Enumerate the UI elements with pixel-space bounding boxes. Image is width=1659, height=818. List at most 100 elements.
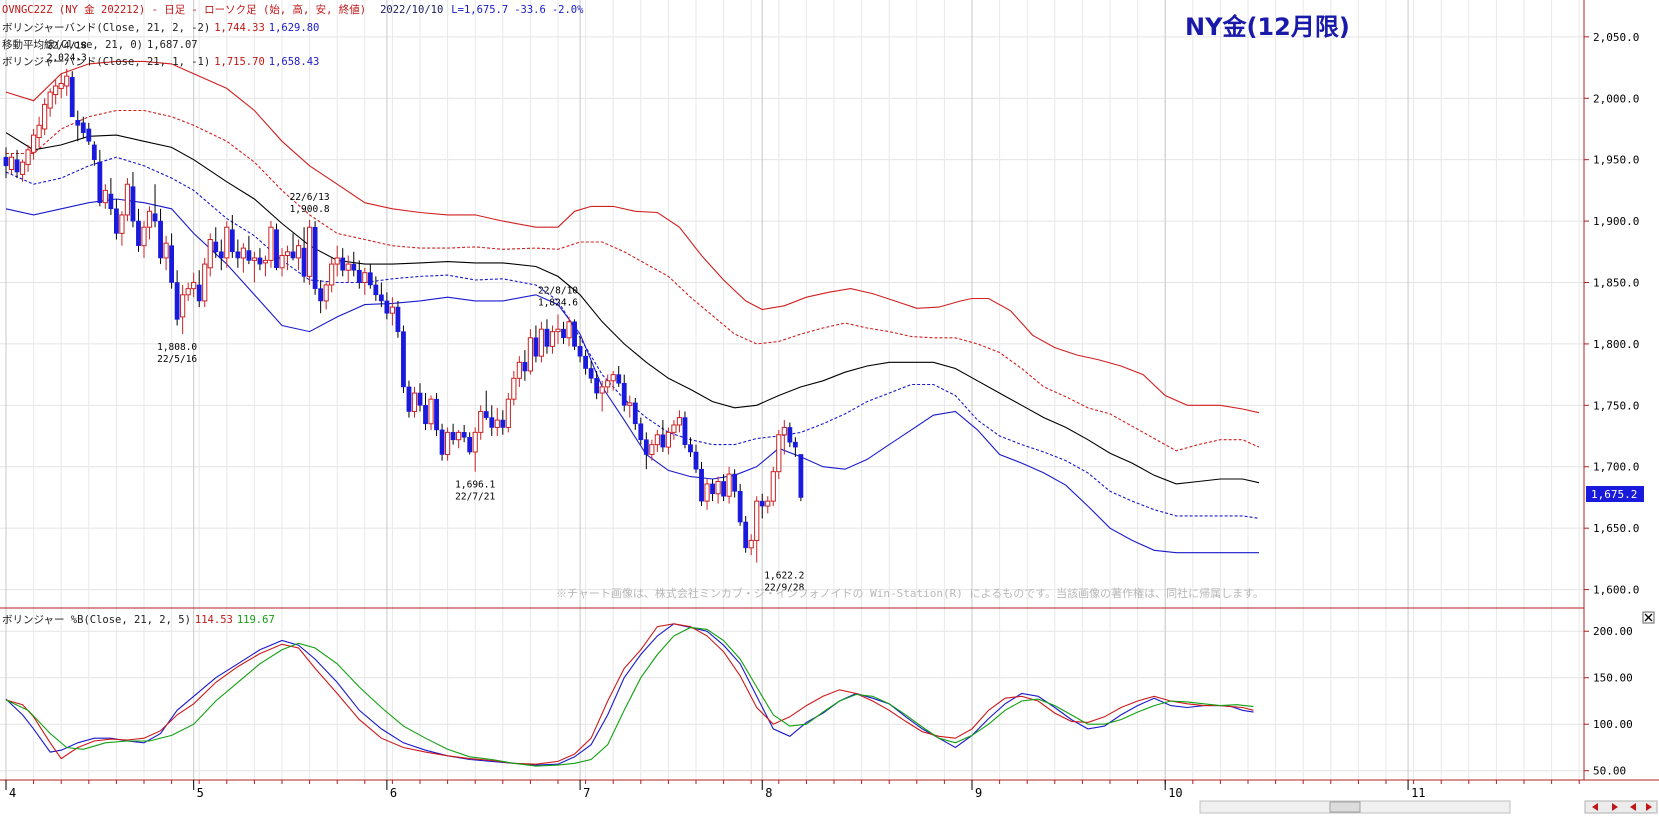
candle-body-down [312, 226, 318, 289]
annotation-label: 1,824.6 [538, 298, 578, 309]
pctb-green-line [5, 626, 1254, 767]
candle-body-down [246, 250, 252, 261]
candle-body-down [737, 491, 743, 523]
month-tick-label: 11 [1411, 786, 1425, 800]
copyright-notice: ※チャート画像は、株式会社ミンカブ・ジ・インフォノイドの Win-Station… [556, 586, 1264, 600]
candle-body-down [378, 294, 384, 302]
candle-body-down [621, 382, 627, 406]
candle-body-down [257, 257, 263, 265]
candle-body-down [638, 423, 644, 441]
candle-body-up [754, 500, 760, 541]
annotation-label: 1,808.0 [157, 342, 197, 353]
candle-body-down [759, 500, 765, 507]
upper-band-2sigma [5, 60, 1260, 414]
scroll-buttons[interactable] [1584, 800, 1658, 814]
candle-body-up [566, 321, 572, 339]
price-tick-label: 2,000.0 [1593, 92, 1639, 105]
candle-body-up [207, 239, 213, 269]
pctb-red-line [5, 623, 1254, 765]
candle-body-up [102, 189, 108, 204]
scroll-end-icon[interactable] [1646, 803, 1652, 811]
candle-body-down [401, 331, 406, 388]
candle-body-up [191, 282, 197, 290]
candle-body-down [91, 144, 97, 160]
candle-body-down [229, 229, 235, 253]
candle-body-up [776, 434, 782, 473]
candle-body-down [152, 213, 158, 222]
candle-body-down [798, 454, 804, 498]
candle-body-down [158, 220, 163, 259]
candle-body-up [472, 431, 478, 453]
candle-body-up [146, 210, 153, 228]
candle-body-down [583, 355, 588, 369]
candle-body-down [14, 159, 20, 173]
candle-body-up [240, 247, 246, 259]
candle-body-up [770, 471, 776, 502]
candle-body-up [599, 386, 605, 394]
candle-body-down [218, 251, 224, 259]
candle-body-down [356, 269, 362, 283]
candle-body-down [213, 241, 219, 253]
candle-body-up [726, 473, 732, 497]
candle-body-up [262, 259, 269, 264]
candle-body-up [781, 426, 787, 436]
candle-body-down [439, 429, 445, 455]
candle-body-up [505, 398, 511, 428]
candle-body-up [445, 431, 451, 455]
candle-body-up [180, 294, 186, 318]
moving-average-line [5, 132, 1260, 485]
candle-body-up [456, 431, 462, 441]
header-bb2: ボリンジャーバンド(Close, 21, 2, -2) 1,744.33 1,629… [2, 22, 319, 34]
candle-body-down [461, 432, 467, 438]
candle-body-up [676, 417, 683, 426]
candle-body-down [373, 284, 379, 296]
candle-body-down [169, 245, 174, 283]
candle-body-down [97, 161, 103, 203]
chart-title: NY金(12月限) [1185, 13, 1350, 41]
candle-body-down [351, 263, 357, 271]
annotation-label: 22/9/28 [764, 582, 804, 593]
scroll-left-icon[interactable] [1592, 803, 1598, 811]
price-annotations: 22/4/182,024.3 1,808.022/5/16 22/6/131,900… [47, 40, 805, 593]
candle-body-down [450, 432, 456, 441]
candle-body-down [417, 392, 423, 406]
candle-body-down [80, 122, 86, 133]
candle-body-up [549, 331, 556, 347]
candle-body-up [538, 328, 545, 357]
candle-body-down [561, 328, 566, 339]
scroll-right-icon[interactable] [1612, 803, 1618, 811]
pctb-axis-ticks: 50.00 100.00 150.00 200.00 [1584, 625, 1633, 778]
candle-body-up [704, 483, 710, 502]
month-tick-label: 10 [1168, 786, 1182, 800]
candle-body-up [124, 183, 131, 216]
price-tick-label: 1,800.0 [1593, 338, 1639, 351]
scrollbar-thumb[interactable] [1329, 801, 1361, 813]
candle-body-down [108, 193, 114, 210]
last-price-marker [1586, 486, 1644, 502]
month-tick-label: 4 [9, 786, 16, 800]
candle-body-up [42, 103, 48, 130]
candle-body-up [19, 161, 26, 175]
candle-body-up [671, 424, 677, 433]
candle-body-down [301, 247, 307, 277]
header-bb1: ボリンジャーバンド(Close, 21, 1, -1) 1,715.70 1,658… [2, 56, 319, 68]
pctb-tick-label: 150.00 [1593, 672, 1633, 685]
candle-body-up [511, 377, 517, 400]
price-tick-label: 1,650.0 [1593, 522, 1639, 535]
candle-body-up [251, 257, 258, 261]
close-panel-icon[interactable] [1642, 611, 1655, 624]
candle-body-up [284, 251, 291, 256]
candle-body-up [610, 374, 616, 382]
candle-body-up [665, 431, 671, 448]
candle-body-down [467, 436, 473, 453]
annotation-label: 22/5/16 [157, 354, 197, 365]
horizontal-scrollbar[interactable] [1199, 800, 1511, 814]
candle-body-up [64, 75, 70, 87]
header-line-1: OVNGC22Z (NY 金 202212) - 日足 - ローソク足 (始, … [2, 3, 584, 16]
annotation-label: 2,024.3 [47, 52, 87, 63]
month-tick-label: 6 [390, 786, 397, 800]
candle-body-down [75, 120, 81, 126]
candle-body-down [693, 451, 699, 470]
scroll-start-icon[interactable] [1630, 803, 1636, 811]
